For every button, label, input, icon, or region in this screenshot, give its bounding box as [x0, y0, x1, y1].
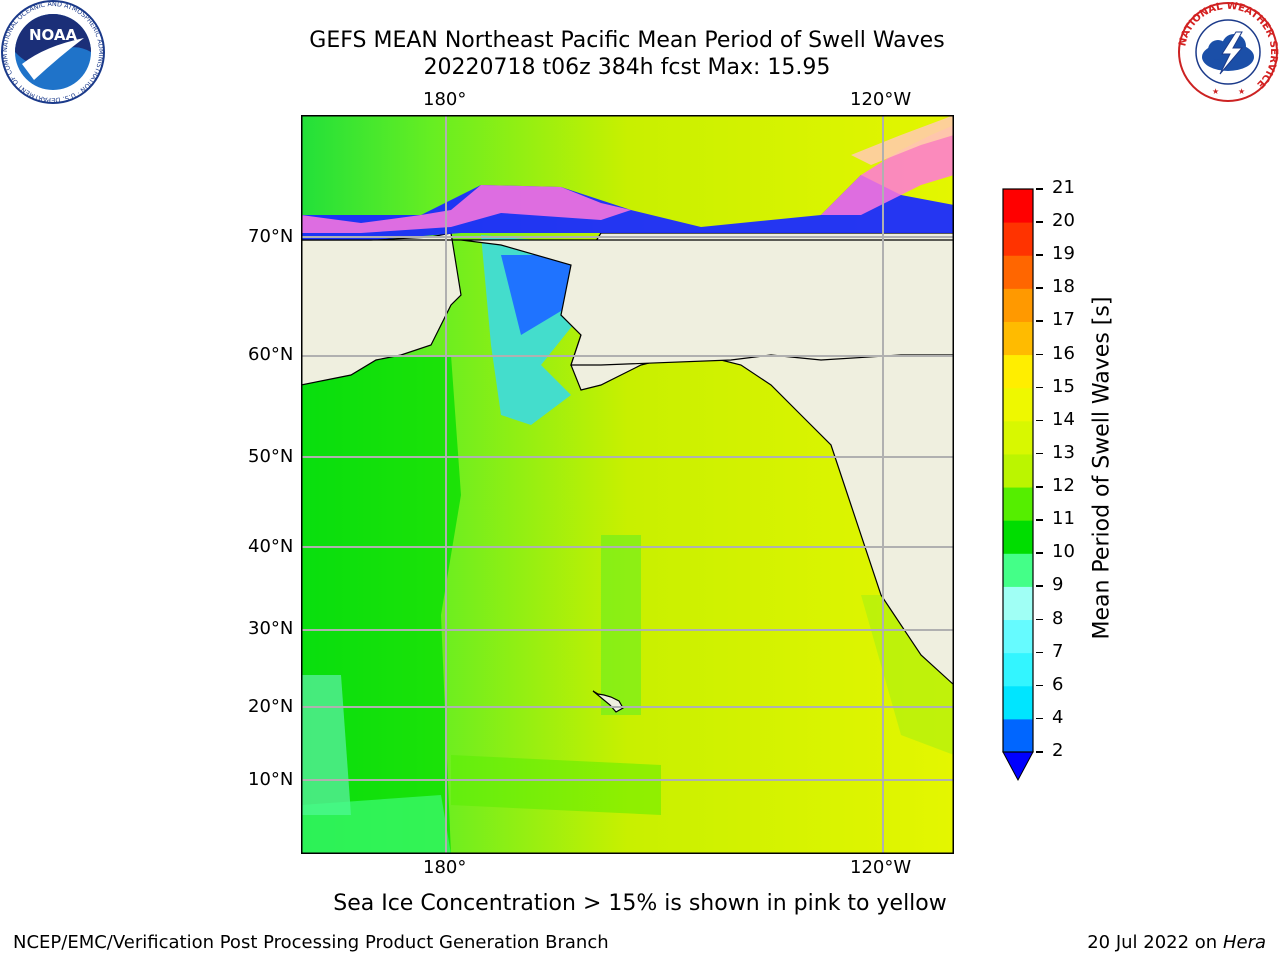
colorbar-band	[1003, 321, 1033, 356]
colorbar-tick-mark	[1036, 353, 1043, 356]
colorbar-tick-label: 19	[1052, 243, 1075, 265]
colorbar-tick-mark	[1036, 188, 1043, 190]
arctic-short-period	[301, 175, 954, 240]
colorbar-band	[1003, 718, 1033, 753]
colorbar-tick-label: 9	[1052, 574, 1064, 596]
swell-band-southwest	[301, 795, 451, 854]
chart-title: GEFS MEAN Northeast Pacific Mean Period …	[309, 28, 945, 53]
sea-ice-note: Sea Ice Concentration > 15% is shown in …	[333, 891, 947, 916]
colorbar-tick-mark	[1036, 254, 1043, 256]
lat-tick-50n: 50°N	[248, 446, 294, 467]
colorbar-tick-mark	[1036, 618, 1043, 621]
colorbar-tick-label: 4	[1052, 706, 1064, 728]
lat-tick-20n: 20°N	[248, 696, 294, 717]
colorbar-band	[1003, 652, 1033, 687]
colorbar-tick-label: 15	[1052, 375, 1075, 397]
lat-tick-30n: 30°N	[248, 618, 294, 639]
colorbar-tick-mark	[1036, 585, 1043, 587]
colorbar-tick-mark	[1036, 486, 1043, 488]
colorbar-tick-label: 18	[1052, 276, 1075, 298]
lon-tick-top-120w: 120°W	[850, 89, 912, 110]
colorbar-tick-label: 11	[1052, 508, 1075, 530]
lon-tick-bottom-120w: 120°W	[850, 857, 912, 878]
sea-ice-west	[301, 185, 631, 233]
colorbar-tick-mark	[1036, 386, 1043, 389]
colorbar-tick-label: 14	[1052, 408, 1075, 430]
swell-band-central	[601, 535, 641, 715]
noaa-logo-text: NOAA	[29, 26, 78, 44]
nws-logo: NATIONAL WEATHER SERVICE ★ ★	[1177, 2, 1279, 102]
colorbar-band	[1003, 387, 1033, 422]
colorbar-tick-mark	[1036, 651, 1043, 654]
colorbar-band	[1003, 586, 1033, 621]
colorbar-tick-mark	[1036, 717, 1043, 720]
colorbar-tick-mark	[1036, 221, 1043, 223]
footer-host: Hera	[1222, 932, 1266, 953]
footer-date: 20 Jul 2022 on Hera	[1087, 932, 1266, 953]
footer-credit: NCEP/EMC/Verification Post Processing Pr…	[13, 932, 609, 953]
colorbar-tick-label: 16	[1052, 342, 1075, 364]
colorbar-frame	[1002, 188, 1034, 753]
colorbar-tick-label: 6	[1052, 673, 1064, 695]
footer-date-text: 20 Jul 2022 on	[1087, 932, 1223, 953]
colorbar-tick-label: 13	[1052, 441, 1075, 463]
map-panel	[301, 115, 954, 854]
colorbar-tick-label: 7	[1052, 640, 1064, 662]
svg-text:★: ★	[1238, 87, 1245, 96]
sea-ice-high	[851, 115, 954, 165]
lat-tick-70n: 70°N	[248, 226, 294, 247]
colorbar-band	[1003, 189, 1033, 223]
colorbar-tick-mark	[1036, 751, 1043, 753]
map-frame	[301, 115, 954, 854]
colorbar-band	[1003, 685, 1033, 720]
lon-tick-bottom-180: 180°	[423, 857, 467, 878]
colorbar-tick-label: 2	[1052, 740, 1064, 761]
colorbar-tick-mark	[1036, 419, 1043, 422]
colorbar-band	[1003, 255, 1033, 289]
colorbar-tick-mark	[1036, 519, 1043, 521]
colorbar-band	[1003, 619, 1033, 654]
chukchi-short-period	[501, 255, 581, 335]
swell-band-south	[451, 755, 661, 815]
colorbar-tick-mark	[1036, 452, 1043, 455]
colorbar-band	[1003, 553, 1033, 587]
colorbar-band	[1003, 222, 1033, 256]
lat-tick-40n: 40°N	[248, 536, 294, 557]
colorbar-tick-label: 17	[1052, 309, 1075, 331]
lat-tick-60n: 60°N	[248, 344, 294, 365]
colorbar-label: Mean Period of Swell Waves [s]	[1089, 296, 1115, 640]
lon-tick-top-180: 180°	[423, 89, 467, 110]
colorbar	[1002, 188, 1034, 782]
colorbar-tick-label: 21	[1052, 177, 1075, 198]
sea-ice-east	[821, 125, 954, 215]
colorbar-band	[1003, 288, 1033, 322]
colorbar-tick-label: 10	[1052, 541, 1075, 563]
colorbar-bands	[1003, 189, 1033, 753]
map-gridlines	[301, 115, 954, 854]
colorbar-tick-mark	[1036, 684, 1043, 687]
colorbar-band	[1003, 354, 1033, 389]
colorbar-band	[1003, 520, 1033, 554]
colorbar-band	[1003, 420, 1033, 455]
noaa-logo: NATIONAL OCEANIC AND ATMOSPHERIC ADMINIS…	[0, 0, 105, 104]
colorbar-under-arrow	[1002, 751, 1034, 782]
chart-subtitle: 20220718 t06z 384h fcst Max: 15.95	[423, 55, 831, 80]
colorbar-band	[1003, 453, 1033, 488]
colorbar-tick-mark	[1036, 552, 1043, 554]
lat-tick-10n: 10°N	[248, 769, 294, 790]
colorbar-tick-label: 12	[1052, 475, 1075, 497]
colorbar-tick-mark	[1036, 287, 1043, 289]
colorbar-band	[1003, 487, 1033, 521]
colorbar-tick-label: 8	[1052, 607, 1064, 629]
colorbar-tick-mark	[1036, 320, 1043, 322]
svg-text:★: ★	[1212, 87, 1219, 96]
colorbar-tick-label: 20	[1052, 210, 1075, 232]
